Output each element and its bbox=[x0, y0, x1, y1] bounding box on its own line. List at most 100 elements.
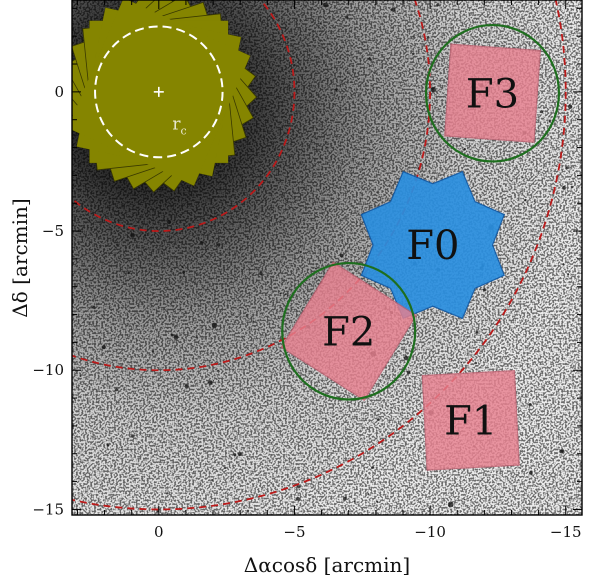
star bbox=[565, 166, 569, 170]
star bbox=[343, 511, 345, 513]
star bbox=[323, 2, 329, 8]
star bbox=[376, 500, 379, 503]
core-radius-label: rc bbox=[172, 114, 186, 137]
field-f3 bbox=[444, 43, 541, 143]
star bbox=[344, 78, 347, 80]
star bbox=[199, 445, 202, 448]
radial-circles bbox=[72, 0, 567, 511]
star bbox=[345, 15, 349, 19]
star bbox=[325, 186, 328, 188]
x-tick-label: 0 bbox=[154, 523, 164, 541]
star bbox=[233, 453, 237, 457]
star bbox=[521, 176, 524, 179]
core-region: rc bbox=[72, 0, 258, 193]
x-axis-label: Δαcosδ [arcmin] bbox=[244, 553, 410, 577]
y-axis-label: Δδ [arcmin] bbox=[8, 198, 32, 317]
field-f1 bbox=[421, 369, 520, 471]
star bbox=[259, 271, 263, 276]
star bbox=[265, 400, 267, 403]
star bbox=[297, 485, 301, 489]
star bbox=[425, 162, 428, 164]
star bbox=[426, 36, 430, 39]
y-tick-label: −15 bbox=[32, 500, 64, 518]
star bbox=[131, 434, 135, 438]
star bbox=[562, 185, 566, 190]
star bbox=[245, 314, 248, 317]
star bbox=[115, 388, 119, 392]
star bbox=[217, 369, 219, 372]
star bbox=[252, 320, 255, 323]
star bbox=[287, 294, 289, 296]
star bbox=[475, 330, 479, 334]
star bbox=[293, 63, 296, 67]
star bbox=[575, 16, 578, 19]
star bbox=[120, 446, 123, 449]
star bbox=[74, 320, 76, 322]
star bbox=[412, 52, 415, 56]
star bbox=[463, 147, 466, 151]
x-tick-label: −15 bbox=[550, 523, 582, 541]
star bbox=[211, 322, 218, 328]
star bbox=[506, 259, 508, 261]
star bbox=[559, 449, 564, 454]
y-tick-label: −10 bbox=[32, 361, 64, 379]
star bbox=[528, 403, 532, 407]
star bbox=[199, 241, 204, 245]
star bbox=[173, 334, 179, 340]
star bbox=[424, 77, 427, 79]
star bbox=[212, 379, 215, 382]
star bbox=[403, 378, 405, 381]
x-tick-label: −5 bbox=[283, 523, 305, 541]
star bbox=[391, 7, 396, 12]
star bbox=[314, 267, 317, 270]
star bbox=[178, 241, 180, 243]
field-f0 bbox=[360, 170, 505, 320]
star bbox=[246, 509, 250, 513]
plot-frame bbox=[71, 0, 583, 516]
star bbox=[568, 497, 571, 500]
star bbox=[430, 86, 436, 93]
star bbox=[460, 362, 463, 364]
star bbox=[92, 305, 96, 309]
star bbox=[371, 466, 374, 469]
star bbox=[376, 191, 378, 194]
star bbox=[571, 185, 574, 189]
star bbox=[567, 273, 570, 276]
star bbox=[436, 3, 440, 7]
star bbox=[339, 57, 341, 59]
green-circle-f2 bbox=[281, 261, 417, 401]
star bbox=[284, 293, 287, 296]
star bbox=[217, 379, 220, 382]
star bbox=[447, 501, 454, 508]
star bbox=[284, 28, 286, 30]
star bbox=[181, 265, 184, 269]
plot-area: rc F0 F1 F2 F3 bbox=[72, 0, 582, 515]
star bbox=[403, 355, 409, 361]
star bbox=[299, 250, 302, 253]
star bbox=[334, 88, 338, 91]
star bbox=[170, 333, 174, 337]
core-radius-label-main: r bbox=[172, 114, 181, 134]
star bbox=[343, 496, 347, 501]
axis-ticks: 0 −5 −10 −15 0 −5 −10 −15 bbox=[32, 0, 582, 541]
star bbox=[184, 292, 187, 295]
y-tick-label: 0 bbox=[54, 83, 64, 101]
green-circles bbox=[281, 23, 561, 401]
star bbox=[127, 271, 131, 275]
core-radius-circle bbox=[94, 25, 224, 159]
star bbox=[166, 492, 169, 495]
star bbox=[572, 180, 575, 183]
star bbox=[193, 470, 195, 473]
star bbox=[529, 471, 533, 475]
star bbox=[184, 384, 189, 389]
star bbox=[224, 466, 227, 470]
star bbox=[568, 104, 573, 109]
star bbox=[209, 214, 213, 218]
star bbox=[116, 243, 119, 246]
fields bbox=[280, 43, 541, 471]
star bbox=[540, 110, 544, 114]
star bbox=[535, 130, 537, 132]
star bbox=[368, 57, 372, 61]
radial-circle bbox=[72, 0, 431, 372]
